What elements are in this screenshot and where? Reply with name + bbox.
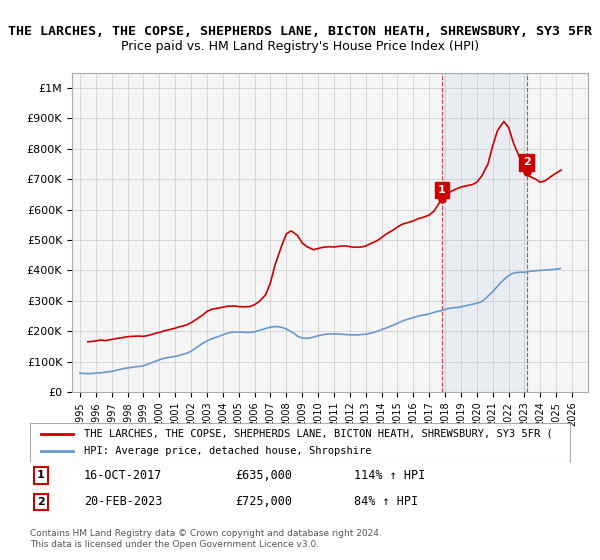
- Text: 2: 2: [523, 157, 530, 167]
- Text: THE LARCHES, THE COPSE, SHEPHERDS LANE, BICTON HEATH, SHREWSBURY, SY3 5FR: THE LARCHES, THE COPSE, SHEPHERDS LANE, …: [8, 25, 592, 38]
- Text: 2: 2: [37, 497, 44, 507]
- Bar: [442, 73, 527, 392]
- Text: 84% ↑ HPI: 84% ↑ HPI: [354, 496, 418, 508]
- Text: 20-FEB-2023: 20-FEB-2023: [84, 496, 163, 508]
- Text: Contains HM Land Registry data © Crown copyright and database right 2024.: Contains HM Land Registry data © Crown c…: [30, 529, 382, 538]
- Text: THE LARCHES, THE COPSE, SHEPHERDS LANE, BICTON HEATH, SHREWSBURY, SY3 5FR (: THE LARCHES, THE COPSE, SHEPHERDS LANE, …: [84, 429, 553, 439]
- Text: £635,000: £635,000: [235, 469, 292, 482]
- Text: HPI: Average price, detached house, Shropshire: HPI: Average price, detached house, Shro…: [84, 446, 371, 456]
- Text: 1: 1: [37, 470, 44, 480]
- Text: This data is licensed under the Open Government Licence v3.0.: This data is licensed under the Open Gov…: [30, 540, 319, 549]
- Text: £725,000: £725,000: [235, 496, 292, 508]
- Text: 1: 1: [438, 185, 446, 195]
- Text: 16-OCT-2017: 16-OCT-2017: [84, 469, 163, 482]
- Text: 114% ↑ HPI: 114% ↑ HPI: [354, 469, 425, 482]
- Text: Price paid vs. HM Land Registry's House Price Index (HPI): Price paid vs. HM Land Registry's House …: [121, 40, 479, 53]
